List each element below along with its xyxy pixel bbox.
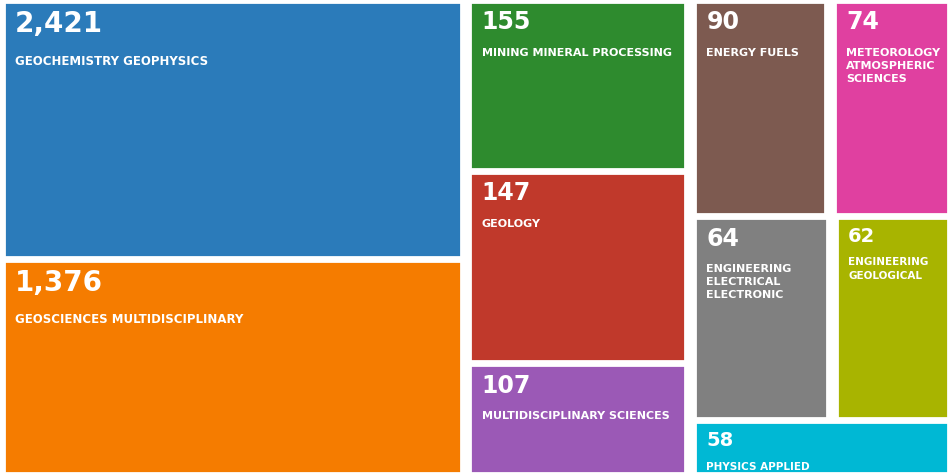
Text: 74: 74 (846, 10, 880, 35)
Bar (470, 2, 685, 169)
Bar (695, 2, 825, 214)
Bar (470, 365, 685, 473)
Bar (4, 261, 461, 473)
Text: MULTIDISCIPLINARY SCIENCES: MULTIDISCIPLINARY SCIENCES (482, 411, 669, 421)
Bar (837, 218, 948, 418)
Text: 1,376: 1,376 (15, 269, 103, 297)
Text: 58: 58 (706, 431, 734, 450)
Bar (695, 218, 827, 418)
Text: 147: 147 (482, 181, 531, 206)
Text: METEOROLOGY
ATMOSPHERIC
SCIENCES: METEOROLOGY ATMOSPHERIC SCIENCES (846, 48, 941, 85)
Bar (4, 2, 461, 257)
Text: 90: 90 (706, 10, 740, 35)
Text: MINING MINERAL PROCESSING: MINING MINERAL PROCESSING (482, 48, 672, 58)
Text: GEOLOGY: GEOLOGY (482, 219, 541, 229)
Text: PHYSICS APPLIED: PHYSICS APPLIED (706, 462, 810, 472)
Text: 2,421: 2,421 (15, 10, 103, 38)
Text: GEOSCIENCES MULTIDISCIPLINARY: GEOSCIENCES MULTIDISCIPLINARY (15, 314, 244, 326)
Text: 155: 155 (482, 10, 531, 35)
Text: 64: 64 (706, 227, 740, 251)
Text: 107: 107 (482, 374, 531, 398)
Bar (835, 2, 948, 214)
Text: GEOCHEMISTRY GEOPHYSICS: GEOCHEMISTRY GEOPHYSICS (15, 55, 208, 67)
Bar (695, 422, 948, 473)
Text: ENERGY FUELS: ENERGY FUELS (706, 48, 800, 58)
Bar (470, 173, 685, 361)
Text: ENGINEERING
GEOLOGICAL: ENGINEERING GEOLOGICAL (848, 257, 928, 281)
Text: ENGINEERING
ELECTRICAL
ELECTRONIC: ENGINEERING ELECTRICAL ELECTRONIC (706, 264, 792, 301)
Text: 62: 62 (848, 227, 876, 246)
